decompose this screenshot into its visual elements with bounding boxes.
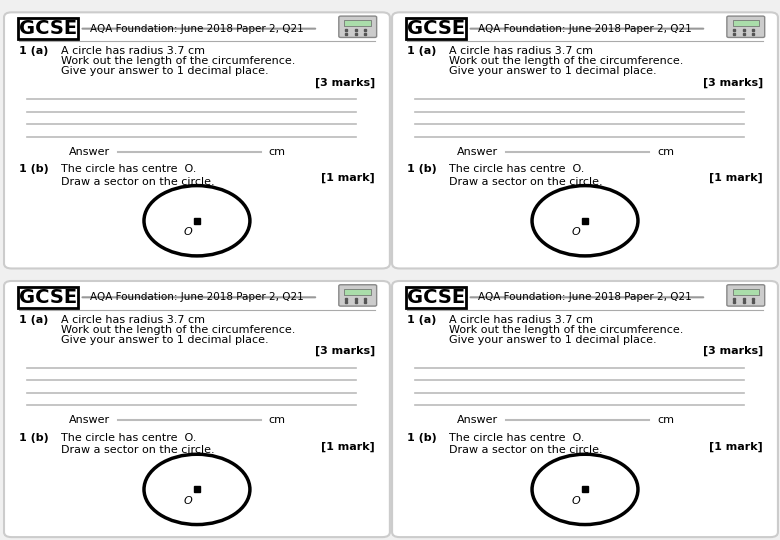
Text: The circle has centre  O.: The circle has centre O. [448,433,584,443]
Text: cm: cm [657,415,674,426]
Text: GCSE: GCSE [407,288,466,307]
Text: 1 (a): 1 (a) [20,46,48,56]
Text: Give your answer to 1 decimal place.: Give your answer to 1 decimal place. [61,66,268,76]
Text: [3 marks]: [3 marks] [703,78,763,88]
Text: Answer: Answer [69,415,110,426]
Text: AQA Foundation: June 2018 Paper 2, Q21: AQA Foundation: June 2018 Paper 2, Q21 [478,292,692,302]
Text: 1 (a): 1 (a) [407,315,437,325]
Text: A circle has radius 3.7 cm: A circle has radius 3.7 cm [61,315,205,325]
Text: A circle has radius 3.7 cm: A circle has radius 3.7 cm [448,46,593,56]
Text: O: O [571,496,580,505]
Text: GCSE: GCSE [20,288,77,307]
FancyBboxPatch shape [4,281,390,537]
Text: Answer: Answer [457,147,498,157]
Text: Give your answer to 1 decimal place.: Give your answer to 1 decimal place. [448,335,657,345]
Text: The circle has centre  O.: The circle has centre O. [61,164,196,174]
Text: Draw a sector on the circle.: Draw a sector on the circle. [448,177,602,187]
Text: 1 (b): 1 (b) [20,433,49,443]
Text: [3 marks]: [3 marks] [314,346,374,356]
Text: AQA Foundation: June 2018 Paper 2, Q21: AQA Foundation: June 2018 Paper 2, Q21 [90,292,304,302]
Text: GCSE: GCSE [20,19,77,38]
FancyBboxPatch shape [727,285,764,306]
Text: cm: cm [269,147,285,157]
Text: Work out the length of the circumference.: Work out the length of the circumference… [61,325,295,335]
Text: Work out the length of the circumference.: Work out the length of the circumference… [448,325,683,335]
Text: Give your answer to 1 decimal place.: Give your answer to 1 decimal place. [61,335,268,345]
Text: Work out the length of the circumference.: Work out the length of the circumference… [448,56,683,66]
FancyBboxPatch shape [339,16,377,37]
Text: [3 marks]: [3 marks] [314,78,374,88]
Text: [1 mark]: [1 mark] [709,173,763,183]
Text: [1 mark]: [1 mark] [321,173,374,183]
FancyBboxPatch shape [392,281,778,537]
Text: Draw a sector on the circle.: Draw a sector on the circle. [61,177,214,187]
Text: AQA Foundation: June 2018 Paper 2, Q21: AQA Foundation: June 2018 Paper 2, Q21 [90,24,304,33]
Text: 1 (a): 1 (a) [407,46,437,56]
FancyBboxPatch shape [732,288,759,295]
Text: Answer: Answer [69,147,110,157]
FancyBboxPatch shape [392,12,778,268]
Text: The circle has centre  O.: The circle has centre O. [448,164,584,174]
Text: cm: cm [657,147,674,157]
FancyBboxPatch shape [345,20,371,26]
Text: cm: cm [269,415,285,426]
Text: [1 mark]: [1 mark] [709,442,763,452]
Text: The circle has centre  O.: The circle has centre O. [61,433,196,443]
Text: A circle has radius 3.7 cm: A circle has radius 3.7 cm [448,315,593,325]
Text: O: O [183,227,192,237]
FancyBboxPatch shape [727,16,764,37]
Text: GCSE: GCSE [407,19,466,38]
FancyBboxPatch shape [4,12,390,268]
Text: [3 marks]: [3 marks] [703,346,763,356]
Text: 1 (b): 1 (b) [20,164,49,174]
Text: 1 (b): 1 (b) [407,433,437,443]
FancyBboxPatch shape [339,285,377,306]
Text: Work out the length of the circumference.: Work out the length of the circumference… [61,56,295,66]
FancyBboxPatch shape [345,288,371,295]
Text: Draw a sector on the circle.: Draw a sector on the circle. [61,446,214,455]
Text: 1 (a): 1 (a) [20,315,48,325]
Text: Give your answer to 1 decimal place.: Give your answer to 1 decimal place. [448,66,657,76]
Text: 1 (b): 1 (b) [407,164,437,174]
FancyBboxPatch shape [732,20,759,26]
Text: Answer: Answer [457,415,498,426]
Text: A circle has radius 3.7 cm: A circle has radius 3.7 cm [61,46,205,56]
Text: O: O [183,496,192,505]
Text: Draw a sector on the circle.: Draw a sector on the circle. [448,446,602,455]
Text: [1 mark]: [1 mark] [321,442,374,452]
Text: AQA Foundation: June 2018 Paper 2, Q21: AQA Foundation: June 2018 Paper 2, Q21 [478,24,692,33]
Text: O: O [571,227,580,237]
